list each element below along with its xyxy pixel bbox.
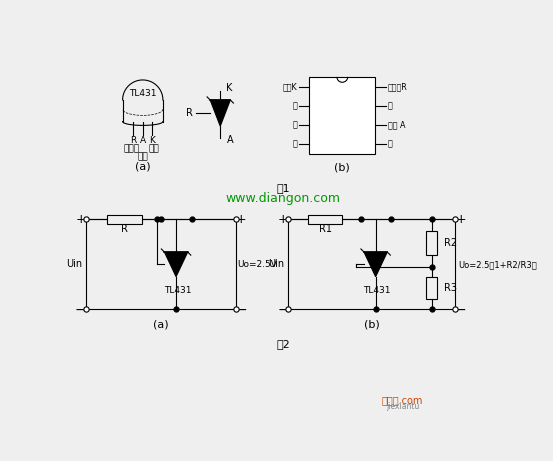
Text: 空: 空	[388, 101, 393, 110]
Text: −: −	[455, 302, 466, 316]
Bar	[107, 215, 142, 224]
Text: Uo=2.5V: Uo=2.5V	[237, 260, 278, 269]
Text: 空: 空	[292, 120, 297, 130]
Text: +: +	[278, 213, 288, 226]
Text: 参考极: 参考极	[124, 144, 140, 153]
Text: R: R	[131, 136, 137, 144]
Text: Uin: Uin	[268, 260, 284, 269]
Text: TL431: TL431	[363, 286, 391, 295]
Bar	[426, 278, 437, 299]
Text: A: A	[226, 135, 233, 145]
Text: jiexiantu: jiexiantu	[385, 402, 419, 411]
Text: −: −	[277, 302, 289, 316]
Text: K: K	[149, 136, 155, 144]
Text: Uo=2.5（1+R2/R3）: Uo=2.5（1+R2/R3）	[458, 260, 537, 269]
Text: www.diangon.com: www.diangon.com	[226, 192, 341, 205]
Text: 图2: 图2	[276, 339, 290, 349]
Text: 空: 空	[292, 101, 297, 110]
Polygon shape	[210, 100, 231, 126]
Text: TL431: TL431	[129, 89, 156, 98]
Text: 接线图.com: 接线图.com	[382, 395, 423, 405]
Text: TL431: TL431	[164, 286, 191, 295]
Bar	[309, 215, 342, 224]
Text: R3: R3	[444, 283, 457, 293]
Bar	[309, 77, 375, 154]
Text: −: −	[75, 302, 87, 316]
Text: K: K	[226, 83, 233, 93]
Text: 图1: 图1	[276, 183, 290, 193]
Text: R: R	[186, 108, 193, 118]
Text: +: +	[236, 213, 247, 226]
Polygon shape	[364, 252, 387, 277]
Text: A: A	[140, 136, 146, 144]
Text: 参考极R: 参考极R	[388, 82, 408, 91]
Text: (b): (b)	[335, 163, 350, 173]
Text: −: −	[236, 302, 247, 316]
Text: R2: R2	[444, 238, 457, 248]
Text: 阳极: 阳极	[137, 153, 148, 161]
Text: (a): (a)	[135, 162, 150, 172]
Text: R1: R1	[319, 225, 332, 234]
Text: 阳极 A: 阳极 A	[388, 120, 405, 130]
Text: 空: 空	[292, 140, 297, 149]
Text: (a): (a)	[153, 320, 169, 330]
Text: +: +	[75, 213, 86, 226]
Text: (b): (b)	[364, 320, 380, 330]
Text: 阴极K: 阴极K	[283, 82, 297, 91]
Text: Uin: Uin	[66, 260, 82, 269]
Text: R: R	[121, 225, 128, 234]
Text: 阴极: 阴极	[148, 144, 159, 153]
Bar	[426, 231, 437, 255]
Text: +: +	[455, 213, 466, 226]
Polygon shape	[164, 252, 187, 277]
Text: 空: 空	[388, 140, 393, 149]
